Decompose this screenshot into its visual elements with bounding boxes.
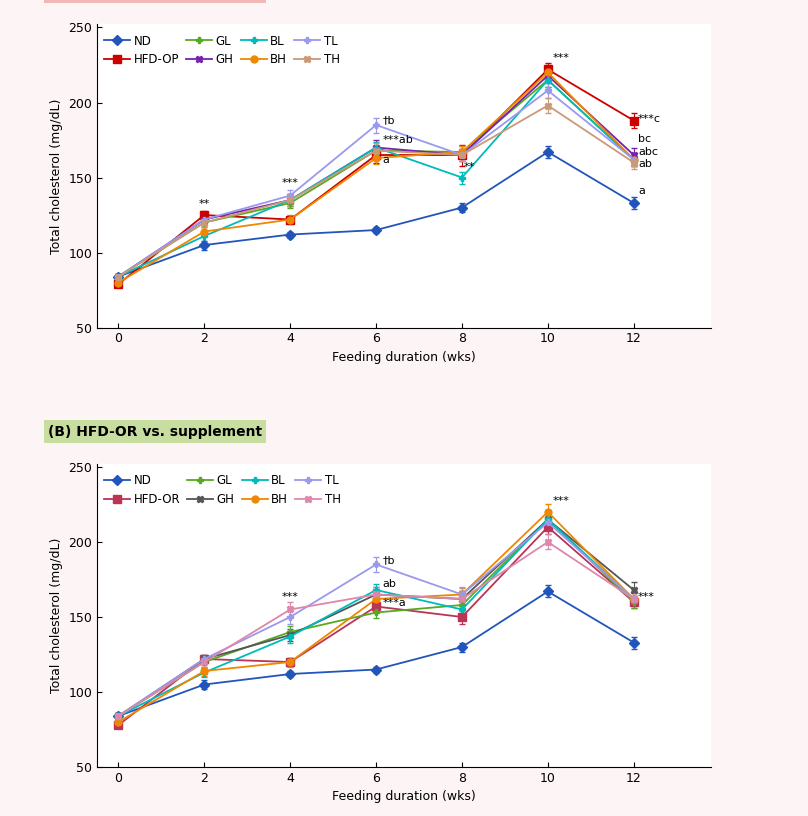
Text: a: a <box>638 186 645 196</box>
Text: abc: abc <box>638 147 658 157</box>
Text: ab: ab <box>382 579 397 589</box>
X-axis label: Feeding duration (wks): Feeding duration (wks) <box>332 351 476 364</box>
Text: †b: †b <box>382 116 395 126</box>
Text: ***: *** <box>282 178 299 188</box>
Text: ***a: ***a <box>382 598 406 609</box>
Text: ab: ab <box>638 159 652 169</box>
Text: (B) HFD-OR vs. supplement: (B) HFD-OR vs. supplement <box>48 424 262 438</box>
Y-axis label: Total cholesterol (mg/dL): Total cholesterol (mg/dL) <box>49 99 63 254</box>
Legend: ND, HFD-OR, GL, GH, BL, BH, TL, TH: ND, HFD-OR, GL, GH, BL, BH, TL, TH <box>103 473 342 508</box>
Text: **: ** <box>464 162 475 172</box>
Text: ***ab: ***ab <box>382 135 413 145</box>
Text: bc: bc <box>638 134 651 144</box>
Text: †b: †b <box>382 555 395 565</box>
Text: a: a <box>382 154 389 165</box>
Text: ***: *** <box>638 592 655 602</box>
Text: **: ** <box>199 199 210 209</box>
Text: ***c: ***c <box>638 114 661 124</box>
Legend: ND, HFD-OP, GL, GH, BL, BH, TL, TH: ND, HFD-OP, GL, GH, BL, BH, TL, TH <box>103 33 341 68</box>
Text: ***: *** <box>282 592 299 602</box>
X-axis label: Feeding duration (wks): Feeding duration (wks) <box>332 791 476 804</box>
Text: ***: *** <box>552 54 569 64</box>
Y-axis label: Total cholesterol (mg/dL): Total cholesterol (mg/dL) <box>49 538 63 693</box>
Text: ***: *** <box>552 496 569 506</box>
